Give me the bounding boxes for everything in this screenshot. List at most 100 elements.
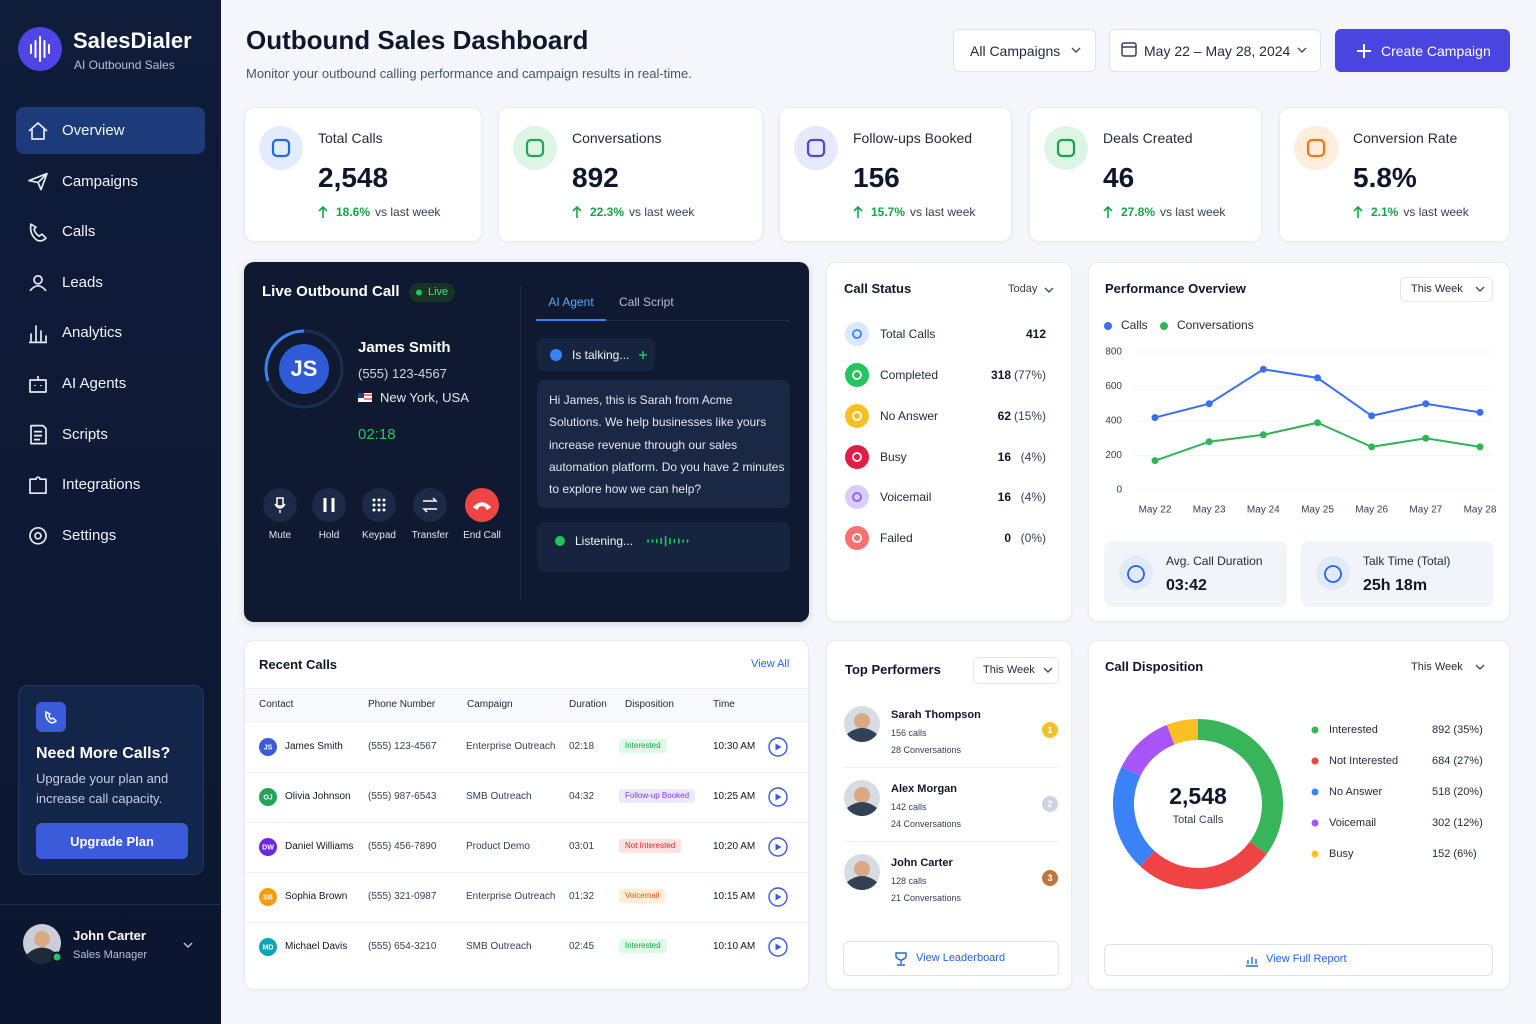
kpi-value: 46 (1103, 162, 1135, 194)
column-header: Time (713, 699, 735, 710)
performer-name: Alex Morgan (891, 783, 958, 796)
date-filter[interactable] (1109, 29, 1321, 72)
performance-filter[interactable] (1400, 277, 1493, 302)
view-all-link[interactable]: View All (751, 658, 790, 671)
campaign: Enterprise Outreach (466, 741, 556, 752)
kpi-change-row: 2.1% vs last week (1371, 205, 1469, 219)
nav-item[interactable]: Overview (62, 122, 125, 139)
upgrade-button-label: Upgrade Plan (70, 834, 154, 850)
performer-calls: 142 calls (891, 801, 927, 812)
campaign: Enterprise Outreach (466, 891, 556, 902)
kpi-note: vs last week (629, 204, 695, 219)
control-label[interactable]: Mute (268, 530, 292, 541)
status-share: (77%) (1013, 367, 1046, 382)
nav-item[interactable]: AI Agents (62, 375, 127, 392)
nav-item[interactable]: Calls (62, 223, 96, 241)
upgrade-title: Need More Calls? (36, 745, 171, 763)
kpi-note: vs last week (1403, 204, 1469, 219)
status-count: 0 (1004, 530, 1011, 545)
upgrade-text: Upgrade your plan and increase call capa… (36, 771, 169, 806)
status-count: 16 (997, 489, 1011, 504)
status-count: 412 (1025, 326, 1046, 341)
full-report-button[interactable] (1104, 944, 1493, 976)
card-filter[interactable]: This Week (983, 664, 1035, 677)
status-label: Busy (880, 449, 907, 464)
phone-number: (555) 123-4567 (368, 741, 437, 752)
listening-box (537, 522, 790, 572)
donut-total: 2,548 (1169, 783, 1227, 810)
nav-item[interactable]: Integrations (62, 476, 141, 494)
live-call-title: Live Outbound Call (262, 283, 400, 300)
leaderboard-button[interactable] (843, 941, 1059, 976)
full-report-label: View Full Report (1266, 953, 1347, 966)
phone-number: (555) 456-7890 (368, 841, 437, 852)
call-timer: 02:18 (358, 426, 396, 443)
status-label: Total Calls (880, 326, 936, 341)
tab[interactable]: AI Agent (548, 294, 594, 309)
card-filter[interactable]: Today (1008, 283, 1038, 296)
kpi-card (498, 107, 763, 242)
nav-item[interactable]: Leads (62, 273, 103, 291)
contact-location: New York, USA (380, 390, 469, 406)
kpi-change-row: 15.7% vs last week (871, 205, 975, 219)
nav-item[interactable]: Analytics (62, 324, 123, 342)
kpi-card (1029, 107, 1262, 242)
disposition-badge: Interested (619, 739, 667, 753)
card-title: Call Status (844, 281, 912, 297)
listening-status: Listening... (575, 533, 634, 548)
control-label[interactable]: Keypad (362, 530, 396, 541)
control-label[interactable]: End Call (463, 530, 501, 541)
card-title: Recent Calls (259, 657, 338, 673)
kpi-note: vs last week (1160, 204, 1226, 219)
column-header: Contact (259, 699, 294, 710)
call-time: 10:10 AM (713, 941, 756, 952)
performer-conversations: 28 Conversations (891, 744, 962, 755)
date-range: May 22 – May 28, 2024 (1144, 42, 1291, 59)
performer-divider (843, 841, 1059, 842)
campaign: Product Demo (466, 841, 530, 852)
kpi-label: Total Calls (318, 129, 383, 146)
campaign-filter-label: All Campaigns (970, 42, 1061, 59)
duration: 02:18 (569, 741, 595, 752)
kpi-change: 22.3% (590, 204, 625, 219)
kpi-note: vs last week (375, 204, 441, 219)
nav-item[interactable]: Settings (62, 526, 117, 544)
duration: 04:32 (569, 791, 595, 802)
status-share: (0%) (1020, 530, 1046, 545)
card-title: Top Performers (845, 662, 941, 678)
card-filter[interactable]: This Week (1411, 661, 1463, 674)
upgrade-button[interactable] (36, 823, 188, 859)
create-campaign-label: Create Campaign (1381, 42, 1491, 59)
status-label: No Answer (880, 408, 939, 423)
tab[interactable]: Call Script (619, 294, 674, 309)
nav-item[interactable]: Scripts (62, 425, 108, 443)
kpi-label: Conversion Rate (1353, 129, 1458, 146)
agent-status: Is talking... (572, 347, 630, 362)
performers-filter[interactable] (973, 657, 1059, 684)
call-time: 10:30 AM (713, 741, 756, 752)
card-filter[interactable]: This Week (1411, 283, 1463, 296)
control-label[interactable]: Hold (318, 530, 340, 541)
phone-number: (555) 654-3210 (368, 941, 437, 952)
performer-name: John Carter (891, 857, 953, 870)
upgrade-icon-bg (36, 702, 66, 732)
kpi-label: Follow-ups Booked (853, 129, 973, 146)
status-count: 318 (990, 367, 1011, 382)
kpi-value: 156 (853, 162, 900, 194)
column-header: Duration (569, 699, 607, 710)
tab-line (536, 320, 790, 321)
performer-name: Sarah Thompson (891, 709, 981, 722)
status-label: Completed (880, 367, 939, 382)
status-share: (4%) (1020, 489, 1046, 504)
nav-item[interactable]: Campaigns (62, 172, 138, 190)
control-label[interactable]: Transfer (411, 530, 449, 541)
card-title: Call Disposition (1105, 659, 1204, 675)
contact-name: Sophia Brown (285, 891, 348, 902)
kpi-change: 15.7% (871, 204, 906, 219)
contact-name: Daniel Williams (285, 841, 354, 852)
tagline: AI Outbound Sales (74, 57, 175, 72)
performer-conversations: 24 Conversations (891, 818, 962, 829)
column-header: Campaign (467, 699, 513, 710)
kpi-label: Conversations (572, 129, 662, 146)
